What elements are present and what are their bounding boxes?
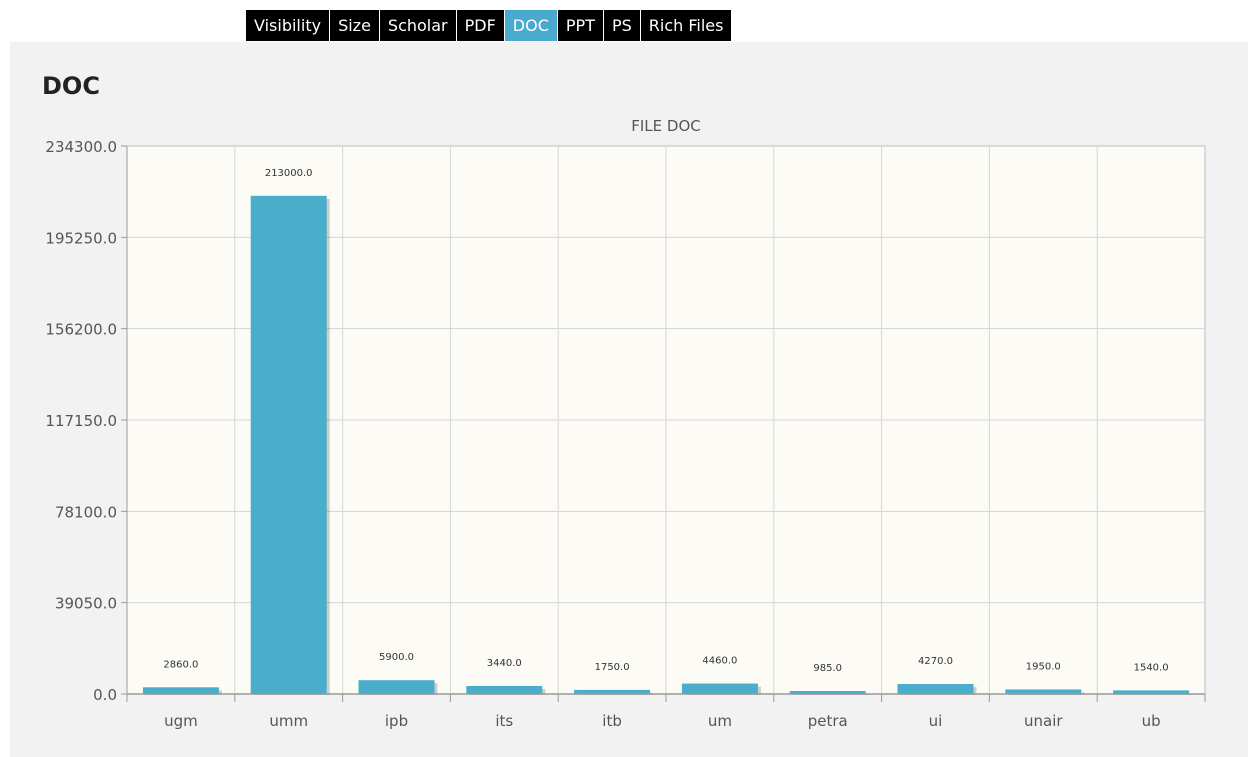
bars	[142, 195, 1193, 695]
tab-ps[interactable]: PS	[603, 10, 641, 41]
tab-visibility[interactable]: Visibility	[246, 10, 331, 41]
y-axis: 0.0 39050.0 78100.0 117150.0 156200.0 195250.…	[45, 138, 128, 704]
x-tick-label: ugm	[164, 712, 198, 730]
x-tick-label: petra	[808, 712, 848, 730]
tab-pdf[interactable]: PDF	[456, 10, 505, 41]
data-label: 5900.0	[379, 652, 414, 663]
y-tick-label: 39050.0	[55, 595, 117, 613]
bar	[466, 685, 543, 694]
panel-title: DOC	[42, 72, 100, 100]
data-label: 4460.0	[702, 656, 737, 667]
data-label: 213000.0	[265, 168, 313, 179]
data-label: 4270.0	[918, 656, 953, 667]
y-tick-label: 117150.0	[45, 412, 117, 430]
data-labels: 2860.0 213000.0 5900.0 3440.0 1750.0 4460.0 98…	[163, 168, 1168, 674]
y-tick-label: 195250.0	[45, 229, 117, 247]
chart-title: FILE DOC	[631, 117, 701, 135]
bar	[250, 195, 327, 694]
bar	[681, 683, 758, 694]
x-tick-label: ipb	[385, 712, 408, 730]
tab-rich-files[interactable]: Rich Files	[640, 10, 732, 41]
x-tick-label: itb	[602, 712, 622, 730]
bar	[1005, 689, 1082, 694]
y-tick-label: 156200.0	[45, 321, 117, 339]
bar	[789, 691, 866, 694]
data-label: 1750.0	[595, 662, 630, 673]
data-label: 1950.0	[1026, 661, 1061, 672]
tab-size[interactable]: Size	[330, 10, 380, 41]
x-tick-label: unair	[1024, 712, 1063, 730]
tab-doc[interactable]: DOC	[504, 10, 558, 41]
data-label: 1540.0	[1134, 662, 1169, 673]
x-tick-label: ui	[929, 712, 943, 730]
tab-scholar[interactable]: Scholar	[379, 10, 457, 41]
data-label: 3440.0	[487, 658, 522, 669]
y-tick-label: 0.0	[93, 686, 117, 704]
x-axis: ugm umm ipb its itb um petra ui unair ub	[126, 693, 1206, 730]
bar	[358, 680, 435, 694]
tab-bar: Visibility Size Scholar PDF DOC PPT PS R…	[246, 10, 732, 41]
bar	[142, 687, 219, 694]
tab-ppt[interactable]: PPT	[557, 10, 604, 41]
x-tick-label: its	[495, 712, 513, 730]
y-tick-label: 234300.0	[45, 138, 117, 156]
bar	[574, 689, 651, 694]
data-label: 985.0	[813, 663, 842, 674]
bar	[1113, 690, 1190, 694]
x-tick-label: ub	[1142, 712, 1161, 730]
x-tick-label: um	[708, 712, 732, 730]
bar	[897, 684, 974, 694]
y-tick-label: 78100.0	[55, 503, 117, 521]
x-tick-label: umm	[269, 712, 308, 730]
data-label: 2860.0	[163, 659, 198, 670]
